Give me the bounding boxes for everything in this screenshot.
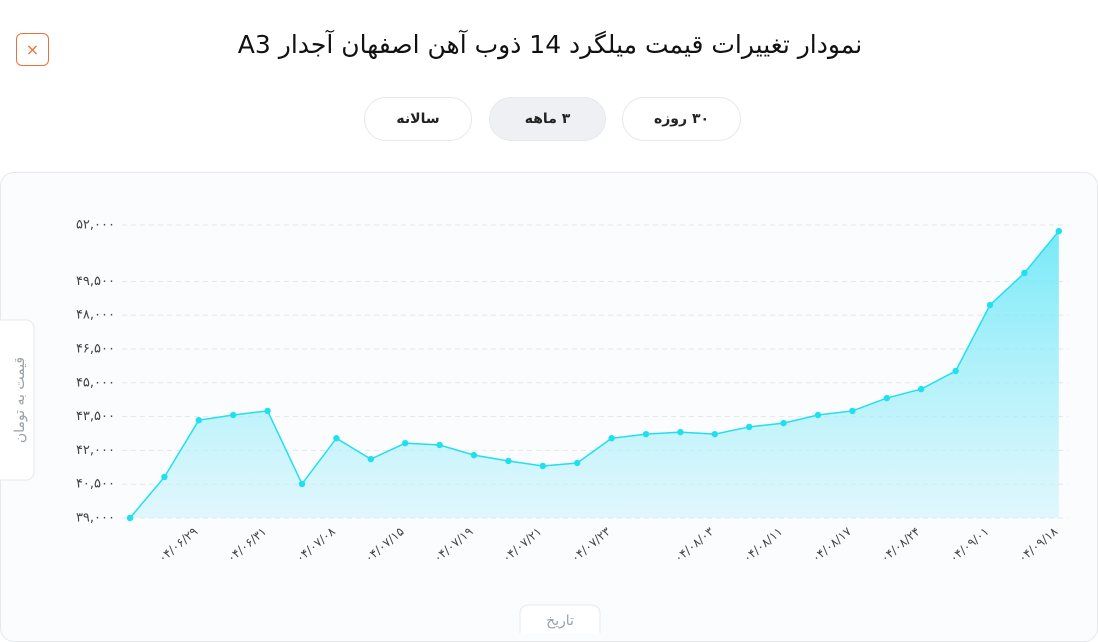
- x-tick-label: ۰۴/۰۷/۲۳: [568, 524, 613, 565]
- point: [574, 459, 581, 467]
- y-tick-label: ۴۰,۵۰۰: [76, 477, 115, 492]
- point: [814, 411, 822, 419]
- x-tick-label: ۰۴/۰۷/۲۱: [500, 524, 545, 565]
- y-label-box: [0, 319, 35, 481]
- y-tick-label: ۳۹,۰۰۰: [76, 511, 115, 526]
- area: [130, 231, 1059, 518]
- x-axis-title: تاریخ: [546, 613, 574, 629]
- y-tick-label: ۴۶,۵۰۰: [76, 341, 115, 356]
- y-axis-title: قیمت به تومان: [12, 357, 28, 443]
- point: [230, 411, 237, 419]
- tab[interactable]: ۳۰ روزه: [622, 97, 741, 141]
- tab[interactable]: سالانه: [364, 97, 472, 141]
- x-tick-label: ۰۴/۰۶/۲۹: [156, 524, 201, 565]
- y-tick-label: ۴۲,۰۰۰: [76, 443, 115, 458]
- point: [126, 514, 134, 522]
- x-tick-label: ۰۴/۰۹/۰۱: [947, 524, 992, 565]
- point: [367, 455, 374, 463]
- point: [298, 480, 306, 488]
- x-tick-label: ۰۴/۰۶/۳۱: [224, 524, 269, 565]
- x-tick-label: ۰۴/۰۷/۱۹: [431, 524, 476, 565]
- point: [952, 367, 959, 375]
- point: [402, 439, 409, 447]
- point: [711, 430, 718, 438]
- point: [883, 394, 890, 402]
- point: [986, 301, 994, 309]
- point: [539, 462, 546, 470]
- y-tick-label: ۴۹,۵۰۰: [76, 274, 115, 289]
- point: [195, 416, 202, 424]
- x-tick-label: ۰۴/۰۸/۱۱: [740, 524, 785, 565]
- x-label-box: [519, 604, 601, 633]
- point: [436, 441, 443, 449]
- x-tick-label: ۰۴/۰۷/۱۵: [362, 524, 407, 565]
- x-tick-label: ۰۴/۰۸/۰۳: [672, 524, 717, 565]
- tab[interactable]: ۳ ماهه: [489, 97, 606, 141]
- x-tick-label: ۰۴/۰۸/۱۷: [809, 524, 854, 565]
- point: [505, 457, 512, 465]
- x-tick-label: ۰۴/۰۸/۲۴: [878, 524, 923, 565]
- point: [677, 428, 684, 436]
- point: [161, 473, 168, 481]
- x-tick-label: ۰۴/۰۹/۱۸: [1016, 524, 1061, 565]
- y-tick-label: ۵۲,۰۰۰: [76, 218, 115, 233]
- line: [129, 230, 1060, 519]
- point: [470, 451, 478, 459]
- point: [849, 407, 856, 415]
- point: [333, 435, 340, 442]
- point: [1055, 227, 1063, 235]
- x-tick-label: ۰۴/۰۷/۰۸: [293, 524, 338, 565]
- point: [608, 435, 615, 442]
- point: [264, 407, 271, 415]
- y-tick-label: ۴۸,۰۰۰: [76, 308, 115, 323]
- point: [780, 419, 787, 427]
- y-tick-label: ۴۵,۰۰۰: [76, 375, 115, 390]
- close-button[interactable]: ×: [16, 33, 49, 66]
- point: [1021, 269, 1028, 277]
- point: [746, 423, 753, 431]
- title: نمودار تغییرات قیمت میلگرد 14 ذوب آهن اص…: [237, 30, 863, 59]
- point: [918, 385, 925, 393]
- y-tick-label: ۴۳,۵۰۰: [76, 409, 115, 424]
- point: [642, 430, 650, 438]
